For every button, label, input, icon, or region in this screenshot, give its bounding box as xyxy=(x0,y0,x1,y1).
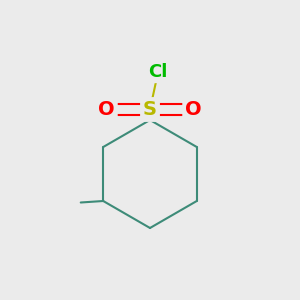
Text: S: S xyxy=(143,100,157,119)
Text: O: O xyxy=(185,100,202,119)
Text: O: O xyxy=(98,100,115,119)
Text: Cl: Cl xyxy=(148,63,168,81)
